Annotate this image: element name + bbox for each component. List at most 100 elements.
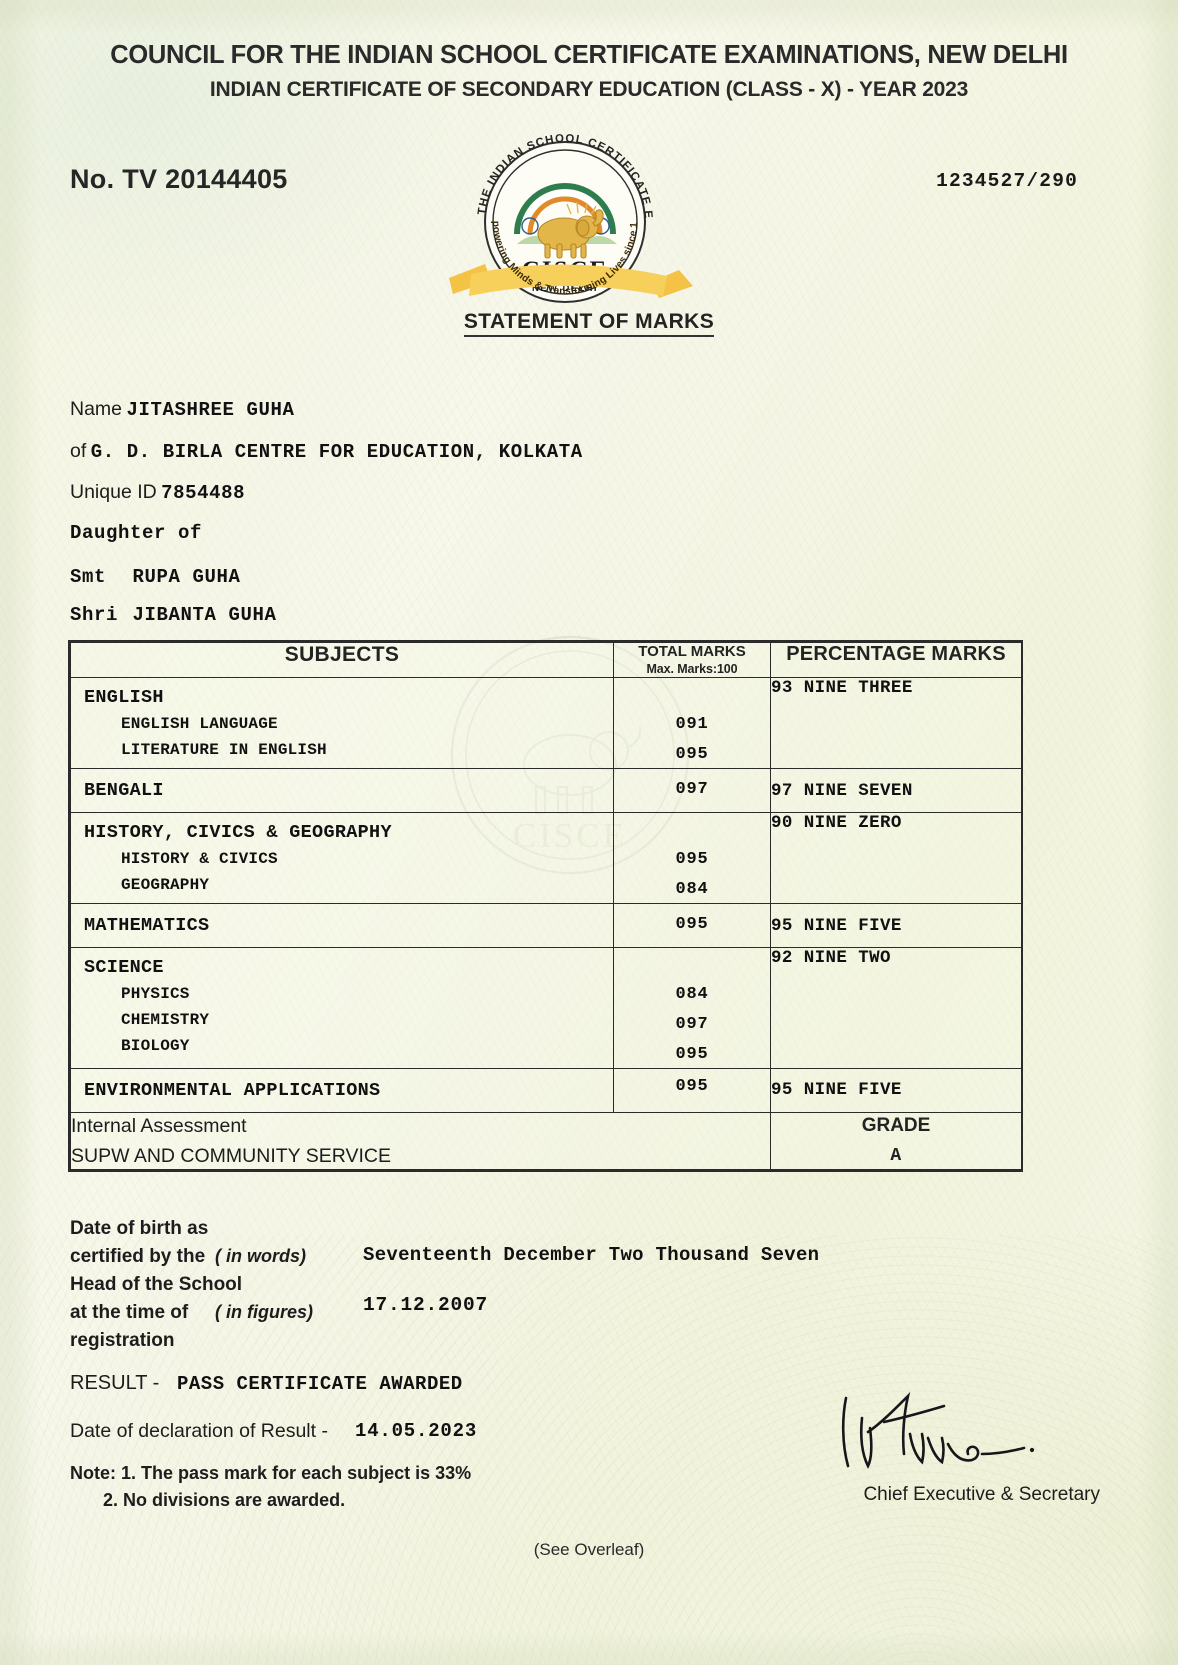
notes-block: Note: 1. The pass mark for each subject … [70, 1460, 471, 1514]
relation-value: Daughter of [70, 522, 203, 544]
marks-cell: 0 084 097 095 [613, 947, 771, 1070]
component-marks: 095 [675, 850, 709, 870]
internal-assessment-cell: Internal Assessment SUPW AND COMMUNITY S… [70, 1112, 771, 1171]
subject-cell: ENVIRONMENTAL APPLICATIONS [70, 1068, 614, 1114]
signature-caption: Chief Executive & Secretary [863, 1484, 1100, 1505]
component-marks: 091 [675, 715, 709, 735]
subject-name: HISTORY, CIVICS & GEOGRAPHY [84, 822, 392, 844]
table-row: BENGALI 097 97 NINE SEVEN [70, 768, 1022, 814]
component-name: GEOGRAPHY [121, 876, 210, 895]
marks-cell: 0 095 084 [613, 812, 771, 905]
subject-name: ENGLISH [84, 687, 164, 709]
component-marks: 084 [675, 985, 709, 1005]
marks-cell: 0 091 095 [613, 677, 771, 770]
grade-cell: GRADE A [770, 1112, 1022, 1171]
table-row: ENVIRONMENTAL APPLICATIONS 095 95 NINE F… [70, 1068, 1022, 1114]
subject-cell: HISTORY, CIVICS & GEOGRAPHY HISTORY & CI… [70, 812, 614, 905]
marks-cell: 095 [613, 1068, 771, 1114]
svg-text:NEW DELHI: NEW DELHI [532, 283, 598, 294]
dob-label-line2: certified by the [70, 1246, 206, 1267]
of-label: of [70, 440, 87, 462]
subject-cell: MATHEMATICS [70, 903, 614, 949]
in-words-label: ( in words) [215, 1246, 306, 1266]
reference-number: 1234527/290 [936, 170, 1078, 192]
subject-name: MATHEMATICS [84, 915, 210, 937]
mother-row: Smt RUPA GUHA [70, 566, 241, 588]
school-row: of G. D. BIRLA CENTRE FOR EDUCATION, KOL… [70, 440, 583, 463]
security-pattern-bottom [0, 1235, 1178, 1665]
mother-title: Smt [70, 566, 107, 588]
component-name: BIOLOGY [121, 1037, 190, 1056]
declaration-date-value: 14.05.2023 [355, 1420, 478, 1442]
cisce-seal-logo: COUNCIL FOR THE INDIAN SCHOOL CERTIFICAT… [431, 118, 699, 303]
component-name: ENGLISH LANGUAGE [121, 715, 278, 734]
father-title: Shri [70, 604, 119, 626]
grade-label: GRADE [861, 1115, 931, 1137]
subject-marks: 095 [675, 1077, 709, 1097]
subject-cell: ENGLISH ENGLISH LANGUAGE LITERATURE IN E… [70, 677, 614, 770]
subject-cell: SCIENCE PHYSICS CHEMISTRY BIOLOGY [70, 947, 614, 1070]
component-name: PHYSICS [121, 985, 190, 1004]
father-name: JIBANTA GUHA [132, 604, 277, 626]
signature-mark [832, 1388, 1062, 1483]
in-figures-label: ( in figures) [215, 1302, 313, 1322]
table-row: MATHEMATICS 095 95 NINE FIVE [70, 903, 1022, 949]
percentage-cell: 93 NINE THREE [770, 677, 1022, 770]
col-max-marks-label: Max. Marks:100 [646, 661, 738, 676]
document-title: STATEMENT OF MARKS [0, 310, 1178, 337]
unique-id-value: 7854488 [161, 482, 246, 504]
dob-label-line5: registration [70, 1330, 175, 1351]
see-overleaf-note: (See Overleaf) [533, 1540, 645, 1559]
table-row: ENGLISH ENGLISH LANGUAGE LITERATURE IN E… [70, 677, 1022, 770]
certificate-number: No. TV 20144405 [70, 164, 288, 194]
col-total-marks-label: TOTAL MARKS [638, 643, 746, 660]
table-row: SCIENCE PHYSICS CHEMISTRY BIOLOGY 0 084 … [70, 947, 1022, 1070]
note-line-2: 2. No divisions are awarded. [103, 1490, 346, 1510]
dob-in-words-value: Seventeenth December Two Thousand Seven [363, 1244, 820, 1266]
subject-name: SCIENCE [84, 957, 164, 979]
subject-cell: BENGALI [70, 768, 614, 814]
council-title: COUNCIL FOR THE INDIAN SCHOOL CERTIFICAT… [110, 41, 1068, 69]
component-name: HISTORY & CIVICS [121, 850, 278, 869]
subject-marks: 095 [675, 915, 709, 935]
subject-name: BENGALI [84, 780, 164, 802]
school-value: G. D. BIRLA CENTRE FOR EDUCATION, KOLKAT… [90, 441, 583, 463]
father-row: Shri JIBANTA GUHA [70, 604, 277, 626]
table-header-row: SUBJECTS TOTAL MARKS Max. Marks:100 PERC… [70, 641, 1022, 679]
result-label: RESULT - [70, 1372, 160, 1394]
result-value: PASS CERTIFICATE AWARDED [177, 1373, 463, 1395]
relation-row: Daughter of [70, 522, 202, 544]
marks-cell: 097 [613, 768, 771, 814]
col-percentage: PERCENTAGE MARKS [770, 641, 1022, 679]
percentage-cell: 92 NINE TWO [770, 947, 1022, 1070]
percentage-cell: 95 NINE FIVE [770, 1068, 1022, 1114]
unique-id-row: Unique ID 7854488 [70, 481, 245, 504]
dob-label-line1: Date of birth as [70, 1218, 209, 1239]
exam-title: INDIAN CERTIFICATE OF SECONDARY EDUCATIO… [209, 78, 969, 101]
dob-label-line3: Head of the School [70, 1274, 243, 1295]
marks-table: SUBJECTS TOTAL MARKS Max. Marks:100 PERC… [68, 640, 1023, 1173]
col-subjects: SUBJECTS [70, 641, 614, 679]
percentage-cell: 95 NINE FIVE [770, 903, 1022, 949]
dob-in-figures-value: 17.12.2007 [363, 1294, 489, 1316]
name-value: JITASHREE GUHA [126, 399, 295, 421]
declaration-date-label: Date of declaration of Result - [70, 1420, 328, 1442]
note-line-1: Note: 1. The pass mark for each subject … [70, 1463, 472, 1483]
unique-id-label: Unique ID [70, 481, 157, 503]
percentage-cell: 97 NINE SEVEN [770, 768, 1022, 814]
marks-cell: 095 [613, 903, 771, 949]
dob-label-line4: at the time of [70, 1302, 189, 1323]
component-name: LITERATURE IN ENGLISH [121, 741, 327, 760]
component-name: CHEMISTRY [121, 1011, 210, 1030]
mother-name: RUPA GUHA [132, 566, 241, 588]
percentage-cell: 90 NINE ZERO [770, 812, 1022, 905]
subject-marks: 097 [675, 780, 709, 800]
internal-assessment-row: Internal Assessment SUPW AND COMMUNITY S… [70, 1112, 1022, 1171]
student-name-row: Name JITASHREE GUHA [70, 398, 295, 421]
grade-value: A [890, 1145, 902, 1166]
internal-assessment-label: Internal Assessment [71, 1115, 247, 1138]
component-marks: 095 [675, 1045, 709, 1065]
subject-name: ENVIRONMENTAL APPLICATIONS [84, 1080, 381, 1102]
name-label: Name [70, 398, 123, 420]
